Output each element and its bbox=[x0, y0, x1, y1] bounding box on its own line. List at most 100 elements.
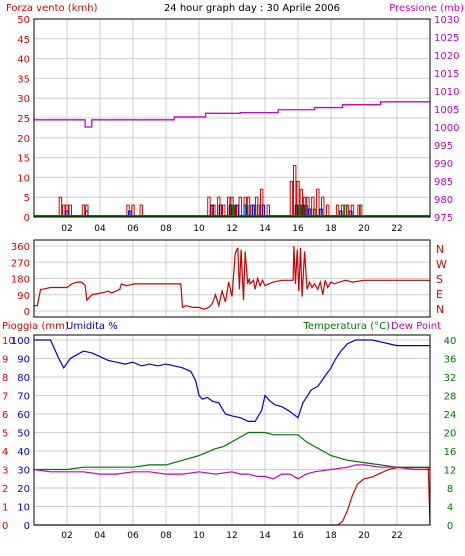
pressione-line bbox=[34, 101, 430, 128]
humidity-tick-label: 50 bbox=[17, 429, 30, 440]
wind-tick-label: 5 bbox=[24, 193, 30, 204]
x-tick-label: 20 bbox=[358, 224, 370, 234]
humidity-tick-label: 20 bbox=[17, 484, 30, 495]
pressure-tick-label: 1005 bbox=[434, 105, 459, 116]
rain-panel-frame bbox=[33, 334, 431, 526]
temperature-tick-label: 4 bbox=[447, 503, 453, 514]
wind-tick-label: 50 bbox=[17, 15, 30, 26]
pressure-tick-label: 980 bbox=[434, 195, 453, 206]
x-tick-label: 04 bbox=[94, 531, 106, 541]
wind-tick-label: 35 bbox=[17, 74, 30, 85]
dew_point-line bbox=[33, 464, 430, 480]
x-tick-label: 14 bbox=[259, 224, 271, 234]
humidity-tick-label: 40 bbox=[17, 447, 30, 458]
humidity-tick-label: 60 bbox=[17, 410, 30, 421]
x-tick-label: 16 bbox=[292, 224, 304, 234]
x-tick-label: 08 bbox=[160, 531, 172, 541]
humidity-tick-label: 90 bbox=[17, 355, 30, 366]
pressure-tick-label: 1010 bbox=[434, 87, 459, 98]
temperature-tick-label: 24 bbox=[444, 410, 457, 421]
compass-label: N bbox=[436, 243, 444, 256]
rain-axis-title: Pioggia (mm) bbox=[2, 321, 69, 332]
wind-pressure-panel: 0510152025303540455097598098599099510001… bbox=[17, 15, 459, 234]
temperature-tick-label: 32 bbox=[444, 373, 457, 384]
x-tick-label: 22 bbox=[391, 224, 402, 234]
x-tick-label: 22 bbox=[391, 531, 402, 541]
temperature-tick-label: 0 bbox=[447, 521, 453, 532]
pressure-tick-label: 990 bbox=[434, 159, 453, 170]
temperature-axis-title: Temperatura (°C) bbox=[302, 321, 390, 332]
temperature-tick-label: 16 bbox=[444, 447, 457, 458]
humidity-tick-label: 0 bbox=[24, 521, 30, 532]
graph-title: 24 hour graph day : 30 Aprile 2006 bbox=[164, 3, 340, 14]
pressure-tick-label: 995 bbox=[434, 141, 453, 152]
humidity-tick-label: 30 bbox=[17, 466, 30, 477]
wind-tick-label: 0 bbox=[24, 213, 30, 224]
temperature-tick-label: 36 bbox=[444, 355, 457, 366]
wind-direction-line bbox=[34, 245, 430, 310]
rain-tick-label: 7 bbox=[2, 392, 8, 403]
dew-point-title: Dew Point bbox=[391, 321, 441, 332]
wind-tick-label: 10 bbox=[17, 173, 30, 184]
wind-tick-label: 15 bbox=[17, 154, 30, 165]
pressure-tick-label: 1025 bbox=[434, 33, 459, 44]
x-tick-label: 02 bbox=[61, 531, 72, 541]
x-tick-label: 10 bbox=[193, 224, 205, 234]
compass-label: S bbox=[436, 273, 443, 286]
humidity-tick-label: 80 bbox=[17, 373, 30, 384]
humidity-tick-label: 10 bbox=[17, 503, 30, 514]
x-tick-label: 18 bbox=[325, 531, 337, 541]
rain-tick-label: 3 bbox=[2, 466, 8, 477]
wind-tick-label: 40 bbox=[17, 55, 30, 66]
x-tick-label: 10 bbox=[193, 531, 205, 541]
pressure-axis-title: Pressione (mb) bbox=[389, 3, 464, 14]
direction-tick-label: 0 bbox=[24, 307, 30, 318]
humidity-tick-label: 70 bbox=[17, 392, 30, 403]
rain-tick-label: 10 bbox=[2, 336, 15, 347]
direction-tick-label: 270 bbox=[11, 258, 30, 269]
x-tick-label: 02 bbox=[61, 224, 72, 234]
temperatura-line bbox=[34, 431, 430, 471]
compass-label: W bbox=[436, 258, 447, 271]
pressure-tick-label: 1020 bbox=[434, 51, 459, 62]
pressure-tick-label: 1030 bbox=[434, 15, 459, 26]
temperature-tick-label: 40 bbox=[444, 336, 457, 347]
humidity-axis-title: Umidita % bbox=[66, 321, 118, 332]
wind-tick-label: 20 bbox=[17, 134, 30, 145]
rain-tick-label: 5 bbox=[2, 429, 8, 440]
rain-tick-label: 6 bbox=[2, 410, 8, 421]
pressure-tick-label: 1000 bbox=[434, 123, 459, 134]
wind-panel-frame bbox=[33, 18, 431, 218]
compass-label: N bbox=[436, 303, 444, 316]
x-tick-label: 16 bbox=[292, 531, 304, 541]
x-tick-label: 08 bbox=[160, 224, 172, 234]
x-tick-label: 12 bbox=[226, 531, 237, 541]
wind-tick-label: 25 bbox=[17, 114, 30, 125]
humidity-tick-label: 100 bbox=[11, 336, 30, 347]
wind-tick-label: 45 bbox=[17, 35, 30, 46]
x-tick-label: 06 bbox=[127, 531, 139, 541]
x-tick-label: 12 bbox=[226, 224, 237, 234]
rain-tick-label: 4 bbox=[2, 447, 8, 458]
x-tick-label: 14 bbox=[259, 531, 271, 541]
x-tick-label: 06 bbox=[127, 224, 139, 234]
umidita-line bbox=[34, 339, 430, 422]
direction-tick-label: 360 bbox=[11, 242, 30, 253]
temperature-tick-label: 8 bbox=[447, 484, 453, 495]
temperature-tick-label: 28 bbox=[444, 392, 457, 403]
rain-tick-label: 1 bbox=[2, 503, 8, 514]
rain-humidity-temperature-panel: Pioggia (mm)Umidita % Temperatura (°C) Dew… bbox=[2, 321, 456, 541]
x-tick-label: 18 bbox=[325, 224, 337, 234]
pressure-tick-label: 975 bbox=[434, 213, 453, 224]
rain-tick-label: 2 bbox=[2, 484, 8, 495]
x-tick-label: 04 bbox=[94, 224, 106, 234]
wind-axis-title: Forza vento (kmh) bbox=[6, 3, 98, 14]
x-tick-label: 20 bbox=[358, 531, 370, 541]
compass-label: E bbox=[436, 288, 443, 301]
temperature-tick-label: 20 bbox=[444, 429, 457, 440]
direction-panel-frame bbox=[33, 239, 431, 318]
pressure-tick-label: 985 bbox=[434, 177, 453, 188]
